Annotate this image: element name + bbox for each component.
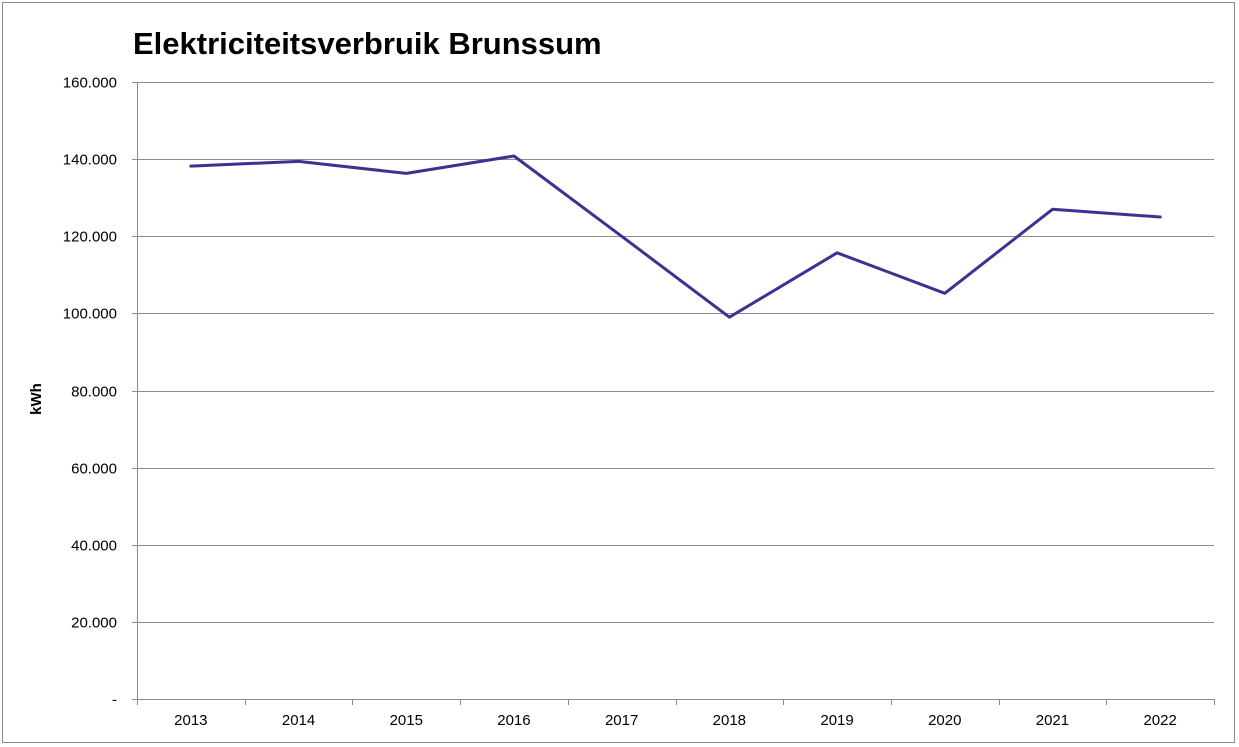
gridlines — [137, 82, 1214, 623]
series-line — [189, 154, 1162, 319]
x-tick-label: 2022 — [1143, 712, 1176, 729]
chart-title: Elektriciteitsverbruik Brunssum — [133, 26, 602, 61]
y-tick-label: 20.000 — [71, 615, 117, 632]
y-tick-label: 40.000 — [71, 538, 117, 555]
y-axis-label: kWh — [28, 383, 45, 415]
y-tick-label: 160.000 — [63, 75, 117, 92]
y-tick-label: 80.000 — [71, 384, 117, 401]
x-tick-label: 2013 — [174, 712, 207, 729]
y-tick-label: 100.000 — [63, 306, 117, 323]
y-tick-label: - — [112, 692, 117, 709]
y-tick-label: 60.000 — [71, 461, 117, 478]
x-tick-label: 2021 — [1036, 712, 1069, 729]
x-tick-label: 2018 — [713, 712, 746, 729]
y-tick-labels: - 20.000 40.000 60.000 80.000 100.000 120.000 1… — [63, 75, 117, 709]
x-tick-label: 2019 — [820, 712, 853, 729]
x-tick-label: 2015 — [390, 712, 423, 729]
x-tick-label: 2020 — [928, 712, 961, 729]
y-tick-label: 120.000 — [63, 229, 117, 246]
x-tick-label: 2014 — [282, 712, 315, 729]
x-tick-labels: 2013 2014 2015 2016 2017 2018 2019 2020 2021 2022 — [174, 712, 1177, 729]
x-tick-label: 2016 — [497, 712, 530, 729]
axes — [132, 82, 1215, 705]
y-tick-label: 140.000 — [63, 152, 117, 169]
series-layer — [189, 154, 1162, 319]
x-tick-label: 2017 — [605, 712, 638, 729]
